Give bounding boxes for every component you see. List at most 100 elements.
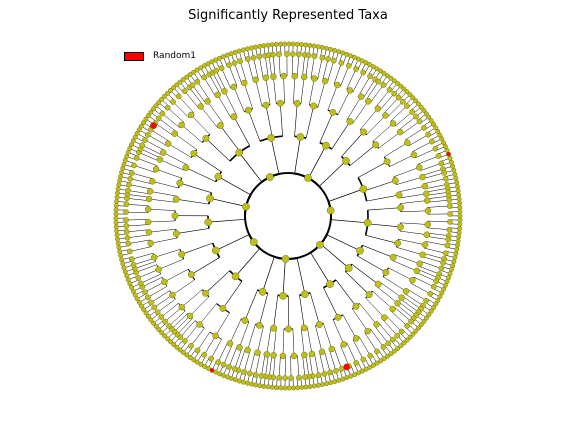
branch-edge	[425, 241, 448, 246]
branch-edge	[265, 105, 273, 138]
taxon-node	[344, 264, 353, 272]
taxon-node	[282, 385, 288, 391]
taxon-node	[270, 324, 278, 332]
taxon-node	[404, 103, 410, 109]
taxon-node	[320, 382, 326, 387]
branch-edge	[352, 339, 364, 360]
taxon-node	[176, 179, 184, 187]
taxon-node	[365, 291, 373, 299]
branch-edge	[390, 310, 408, 327]
branch-edge	[396, 304, 414, 319]
taxon-node	[265, 384, 271, 390]
taxon-node	[455, 242, 460, 248]
branch-edge	[174, 133, 197, 150]
taxon-node	[302, 374, 308, 380]
branch-edge	[282, 328, 285, 356]
taxon-node	[457, 217, 463, 223]
taxon-node	[363, 60, 369, 66]
taxon-node	[363, 218, 372, 227]
taxon-node	[454, 246, 460, 252]
taxon-node	[148, 109, 154, 115]
branch-edge	[310, 252, 331, 285]
taxon-node	[138, 123, 144, 129]
branch-edge	[221, 68, 231, 89]
taxon-node	[164, 140, 172, 147]
branch-edge	[185, 167, 216, 183]
taxon-node	[158, 314, 165, 320]
taxon-node	[374, 280, 382, 288]
taxon-node	[455, 188, 461, 194]
branch-edge	[340, 345, 350, 367]
taxon-node	[454, 180, 460, 185]
taxon-node	[194, 67, 200, 73]
branch-edge	[331, 121, 351, 150]
taxon-node	[342, 157, 350, 165]
taxon-node	[404, 337, 410, 343]
taxon-node	[116, 182, 122, 188]
taxon-node	[171, 212, 179, 220]
taxon-node	[305, 52, 312, 59]
taxon-node	[421, 125, 427, 131]
branch-edge	[126, 229, 149, 233]
branch-edge	[378, 131, 401, 149]
taxon-node	[319, 45, 325, 50]
taxon-node	[123, 217, 129, 223]
taxon-node	[151, 254, 158, 261]
taxon-node	[244, 106, 252, 114]
branch-edge	[375, 89, 390, 108]
taxon-node	[336, 377, 342, 383]
taxon-node	[130, 261, 137, 268]
taxon-node	[165, 336, 171, 342]
taxon-node	[413, 328, 419, 334]
branch-edge	[300, 76, 305, 104]
branch-edge	[379, 93, 395, 111]
taxon-node	[442, 175, 449, 182]
taxon-node	[159, 149, 167, 156]
branch-edge	[426, 191, 449, 196]
taxon-node	[318, 348, 326, 356]
branch-edge	[148, 228, 176, 233]
taxon-node	[267, 133, 275, 142]
branch-edge	[158, 118, 177, 132]
taxon-node	[181, 88, 188, 95]
taxon-node	[201, 63, 207, 69]
taxon-node	[334, 81, 341, 89]
taxon-node	[383, 158, 391, 166]
taxon-node	[127, 175, 134, 182]
taxon-node	[425, 131, 431, 138]
taxon-node	[319, 54, 326, 61]
branch-edge	[138, 152, 160, 162]
taxon-node	[205, 61, 211, 67]
branch-edge	[229, 318, 242, 344]
taxon-node	[381, 70, 387, 76]
taxon-node	[145, 229, 153, 236]
branch-edge	[150, 191, 177, 197]
branch-edge	[140, 148, 161, 159]
branch-edge	[191, 257, 220, 275]
taxon-node	[455, 184, 460, 190]
taxon-node	[182, 338, 188, 344]
branch-edge	[366, 115, 386, 136]
taxon-node	[155, 266, 162, 273]
taxon-node	[423, 197, 431, 204]
taxon-node	[138, 303, 144, 309]
taxon-node	[117, 249, 123, 255]
branch-edge	[171, 313, 188, 330]
branch-edge	[370, 84, 384, 103]
taxon-node	[296, 133, 305, 141]
branch-edge	[385, 315, 402, 332]
taxon-node	[132, 134, 138, 140]
taxon-node	[149, 178, 156, 185]
taxon-node	[402, 288, 410, 295]
branch-edge	[228, 346, 238, 367]
taxon-node	[391, 177, 399, 185]
branch-edge	[189, 87, 203, 106]
branch-edge	[340, 65, 349, 87]
branch-edge	[181, 242, 213, 255]
branch-edge	[126, 198, 149, 201]
taxon-node	[398, 294, 405, 301]
branch-edge	[199, 303, 217, 325]
taxon-node	[202, 363, 207, 369]
taxon-node	[290, 41, 296, 47]
branch-edge	[332, 319, 345, 345]
